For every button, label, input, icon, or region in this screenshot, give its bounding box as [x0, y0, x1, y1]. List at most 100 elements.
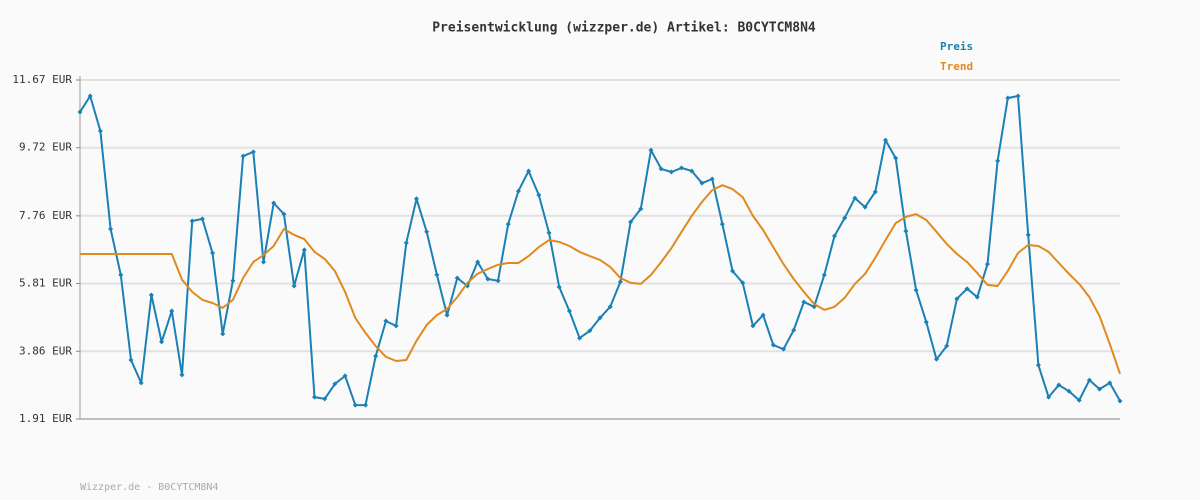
data-point [1025, 232, 1031, 238]
data-point [699, 180, 705, 186]
data-point [1015, 93, 1021, 99]
data-point [373, 353, 379, 359]
y-tick-label: 9.72 EUR [19, 141, 72, 154]
data-point [393, 323, 399, 329]
data-point [577, 335, 583, 341]
data-point [352, 402, 358, 408]
data-point [587, 328, 593, 334]
data-point [933, 356, 939, 362]
legend-label: Trend [940, 60, 973, 73]
data-point [872, 189, 878, 195]
data-point [210, 250, 216, 256]
data-point [1076, 397, 1082, 403]
data-point [719, 221, 725, 227]
data-point [913, 287, 919, 293]
data-point [923, 319, 929, 325]
data-point [342, 373, 348, 379]
data-point [628, 219, 634, 225]
data-point [138, 380, 144, 386]
data-point [87, 93, 93, 99]
data-point [332, 381, 338, 387]
data-point [954, 296, 960, 302]
data-point [1056, 382, 1062, 388]
data-point [607, 304, 613, 310]
data-point [403, 240, 409, 246]
data-point [230, 278, 236, 284]
data-point [291, 283, 297, 289]
data-point [444, 312, 450, 318]
data-point [169, 308, 175, 314]
data-point [862, 204, 868, 210]
data-point [1035, 362, 1041, 368]
data-point [97, 128, 103, 134]
data-point [730, 268, 736, 274]
data-point [801, 299, 807, 305]
y-tick-label: 3.86 EUR [19, 344, 72, 357]
data-point [1117, 398, 1123, 404]
data-point [220, 331, 226, 337]
data-point [413, 196, 419, 202]
data-point [383, 318, 389, 324]
data-point [261, 259, 267, 265]
data-point [526, 168, 532, 174]
data-point [362, 402, 368, 408]
data-point [974, 294, 980, 300]
data-point [770, 342, 776, 348]
data-point [271, 200, 277, 206]
data-point [515, 188, 521, 194]
data-point [322, 396, 328, 402]
data-point [842, 215, 848, 221]
data-point [984, 261, 990, 267]
series-line [80, 184, 1121, 375]
data-point [189, 218, 195, 224]
data-point [709, 176, 715, 182]
data-point [301, 247, 307, 253]
data-point [108, 226, 114, 232]
data-point [475, 259, 481, 265]
data-point [159, 339, 165, 345]
data-point [944, 343, 950, 349]
y-tick-label: 1.91 EUR [19, 412, 72, 425]
data-point [781, 346, 787, 352]
data-point [128, 357, 134, 363]
legend-label: Preis [940, 40, 973, 53]
y-tick-label: 5.81 EUR [19, 277, 72, 290]
footer: Wizzper.de - B0CYTCM8N4 [80, 482, 218, 493]
data-point [668, 169, 674, 175]
data-point [556, 284, 562, 290]
data-point [597, 315, 603, 321]
data-point [434, 272, 440, 278]
data-point [77, 109, 83, 115]
data-point [566, 308, 572, 314]
data-point [536, 192, 542, 198]
series-line [79, 95, 1121, 407]
data-point [1107, 380, 1113, 386]
data-point [740, 280, 746, 286]
data-point [893, 155, 899, 161]
data-point [832, 233, 838, 239]
data-point [424, 229, 430, 235]
data-point [250, 149, 256, 155]
y-tick-label: 7.76 EUR [19, 209, 72, 222]
data-point [750, 323, 756, 329]
data-point [495, 278, 501, 284]
data-point [240, 153, 246, 159]
data-point [1097, 386, 1103, 392]
data-point [454, 275, 460, 281]
data-point [964, 286, 970, 292]
data-point [638, 206, 644, 212]
data-point [118, 272, 124, 278]
data-point [617, 279, 623, 285]
data-point [658, 166, 664, 172]
data-point [689, 168, 695, 174]
data-point [179, 372, 185, 378]
data-point [485, 276, 491, 282]
chart-title: Preisentwicklung (wizzper.de) Artikel: B… [432, 21, 816, 36]
data-point [903, 228, 909, 234]
data-point [791, 327, 797, 333]
data-point [648, 147, 654, 153]
data-point [679, 165, 685, 171]
data-point [995, 158, 1001, 164]
